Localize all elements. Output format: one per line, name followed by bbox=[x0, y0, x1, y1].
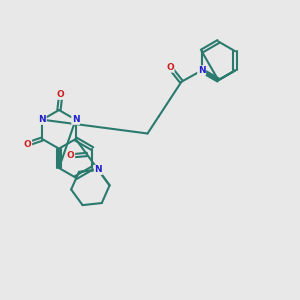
Text: O: O bbox=[166, 63, 174, 72]
Text: O: O bbox=[57, 90, 64, 99]
Text: O: O bbox=[24, 140, 32, 148]
Text: N: N bbox=[38, 115, 46, 124]
Text: N: N bbox=[72, 115, 80, 124]
Text: N: N bbox=[94, 165, 102, 174]
Text: N: N bbox=[198, 66, 206, 75]
Text: O: O bbox=[67, 152, 74, 160]
